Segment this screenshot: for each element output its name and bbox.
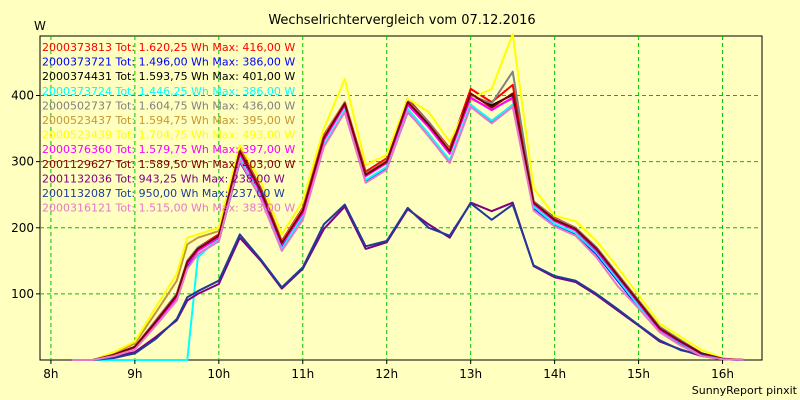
x-tick-label: 16h	[711, 367, 734, 381]
legend-entry-6: 2000523437 Tot: 1.594,75 Wh Max: 395,00 …	[42, 114, 295, 127]
x-tick-label: 15h	[627, 367, 650, 381]
legend-entry-2: 2000373721 Tot: 1.496,00 Wh Max: 386,00 …	[42, 56, 295, 69]
y-axis-ticks: 100 200 300 400	[11, 89, 40, 301]
footer-credit: SunnyReport pinxit	[692, 384, 798, 397]
legend-entry-3: 2000374431 Tot: 1.593,75 Wh Max: 401,00 …	[42, 70, 295, 83]
x-tick-label: 13h	[459, 367, 482, 381]
x-tick-label: 11h	[291, 367, 314, 381]
x-tick-label: 9h	[127, 367, 142, 381]
x-tick-label: 8h	[43, 367, 58, 381]
y-tick-label: 200	[11, 221, 34, 235]
legend-entry-8: 2000376360 Tot: 1.579,75 Wh Max: 397,00 …	[42, 143, 295, 156]
legend-entry-10: 2001132036 Tot: 943,25 Wh Max: 238,00 W	[42, 172, 285, 185]
x-tick-label: 14h	[543, 367, 566, 381]
legend-entry-11: 2001132087 Tot: 950,00 Wh Max: 237,00 W	[42, 187, 285, 200]
series-line-11	[71, 202, 744, 361]
x-tick-label: 12h	[375, 367, 398, 381]
series-lines	[71, 33, 744, 361]
series-line-9	[71, 92, 744, 361]
x-axis-ticks: 8h 9h 10h 11h 12h 13h 14h 15h 16h	[43, 360, 734, 381]
legend-entry-4: 2000373724 Tot: 1.446,25 Wh Max: 386,00 …	[42, 85, 295, 98]
legend-entry-5: 2000502737 Tot: 1.604,75 Wh Max: 436,00 …	[42, 99, 295, 112]
y-tick-label: 400	[11, 89, 34, 103]
legend-entry-9: 2001129627 Tot: 1.589,50 Wh Max: 403,00 …	[42, 158, 295, 171]
x-tick-label: 10h	[207, 367, 230, 381]
series-line-12	[71, 105, 744, 361]
series-line-7	[71, 33, 744, 361]
legend: 2000373813 Tot: 1.620,25 Wh Max: 416,00 …	[42, 41, 295, 215]
legend-entry-12: 2000316121 Tot: 1.515,00 Wh Max: 383,00 …	[42, 202, 295, 215]
legend-entry-7: 2000523439 Tot: 1.704,75 Wh Max: 493,00 …	[42, 129, 295, 142]
y-tick-label: 300	[11, 155, 34, 169]
y-axis-unit-label: W	[34, 19, 46, 33]
legend-entry-1: 2000373813 Tot: 1.620,25 Wh Max: 416,00 …	[42, 41, 295, 54]
chart-title: Wechselrichtervergleich vom 07.12.2016	[268, 13, 535, 28]
grid	[40, 36, 762, 360]
y-tick-label: 100	[11, 287, 34, 301]
